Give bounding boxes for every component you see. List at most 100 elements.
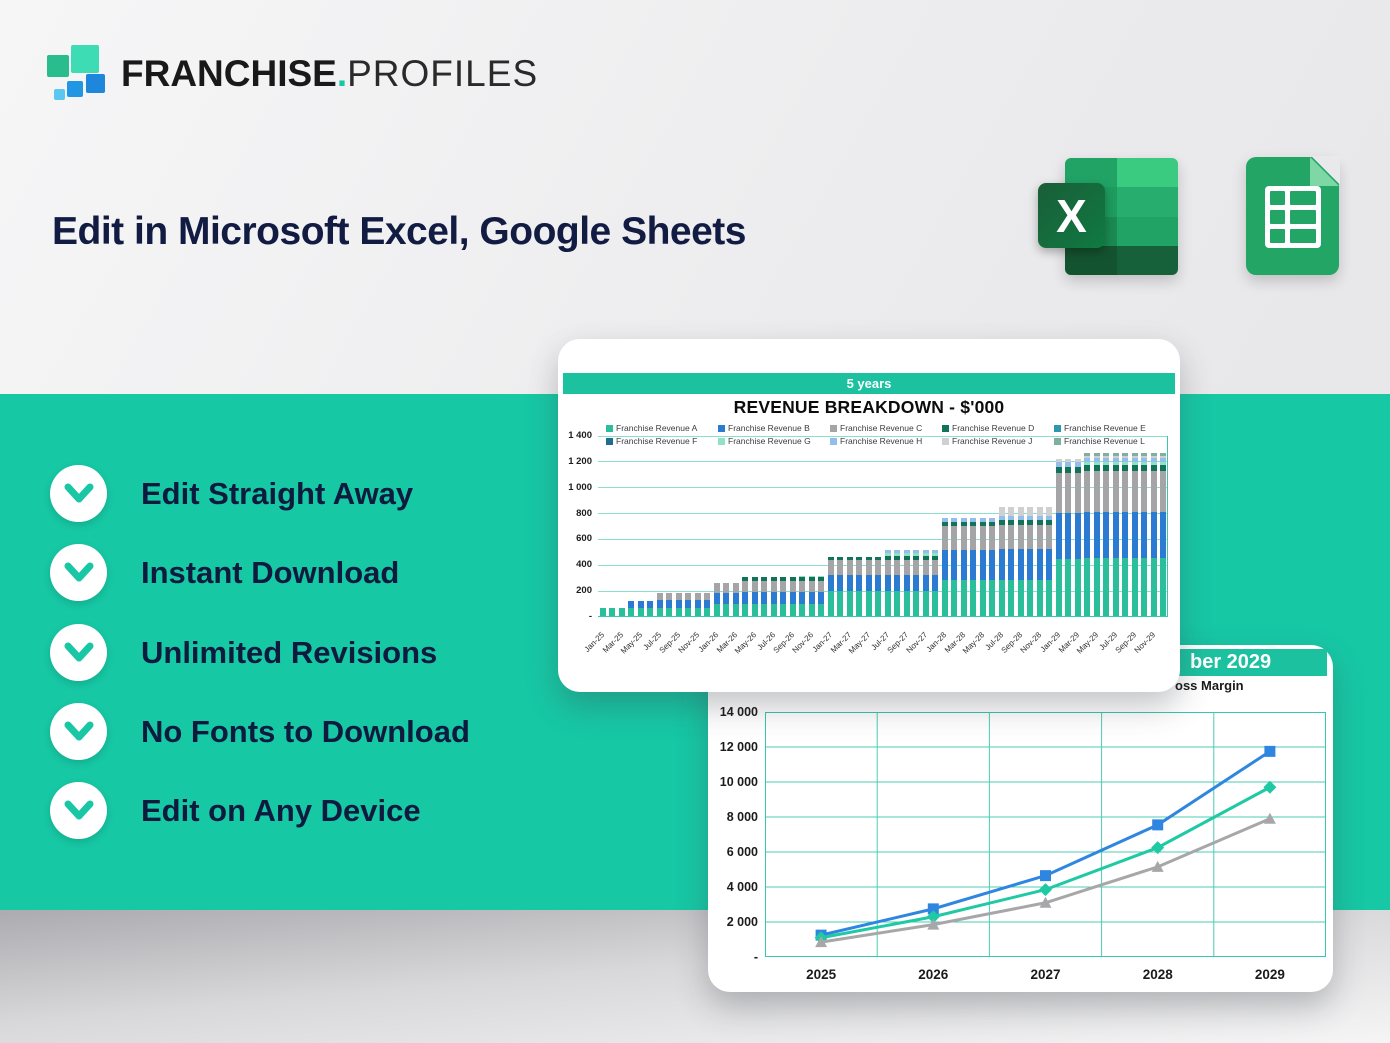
bar-segment: [1074, 466, 1081, 473]
bar-segment: [979, 518, 986, 522]
stacked-bar: [666, 593, 673, 616]
bar-segment: [1036, 520, 1043, 525]
bar-segment: [1065, 512, 1072, 560]
bar-segment: [1084, 462, 1091, 466]
stacked-bar: [618, 608, 625, 616]
stacked-bar: [780, 577, 787, 616]
bar-segment: [989, 580, 996, 616]
bar-segment: [799, 581, 806, 593]
stacked-bar: [808, 575, 815, 616]
bar-segment: [808, 577, 815, 582]
bar-segment: [1131, 465, 1138, 472]
bar-segment: [827, 590, 834, 616]
bar-segment: [1008, 520, 1015, 525]
bar-segment: [1065, 559, 1072, 616]
bar-segment: [951, 526, 958, 551]
legend-item: Franchise Revenue F: [606, 436, 718, 446]
bar-segment: [951, 580, 958, 616]
x-tick-label: 2029: [1254, 967, 1285, 982]
bar-segment: [1093, 558, 1100, 616]
bar-segment: [808, 592, 815, 604]
bar-segment: [751, 592, 758, 604]
chevron-down-icon: [64, 483, 93, 502]
stacked-bar: [1122, 453, 1129, 616]
bar-segment: [1160, 558, 1167, 616]
bar-segment: [941, 518, 948, 522]
stacked-bar: [713, 582, 720, 616]
bar-segment: [1141, 471, 1148, 512]
bar-segment: [922, 550, 929, 553]
bar-segment: [998, 516, 1005, 521]
y-tick-label: 2 000: [726, 915, 758, 929]
bar-segment: [970, 518, 977, 522]
stacked-bar: [827, 556, 834, 616]
bar-segment: [875, 574, 882, 591]
bar-segment: [1074, 462, 1081, 467]
bar-segment: [1131, 471, 1138, 512]
stacked-bar: [970, 518, 977, 616]
stacked-bar: [1027, 507, 1034, 616]
bar-segment: [1103, 462, 1110, 466]
bar-segment: [1093, 462, 1100, 466]
bar-segment: [1131, 457, 1138, 463]
bar-segment: [1112, 558, 1119, 616]
bar-segment: [960, 521, 967, 527]
bar-segment: [1017, 507, 1024, 517]
legend-item: Franchise Revenue H: [830, 436, 942, 446]
bar-segment: [1150, 511, 1157, 559]
bar-segment: [780, 577, 787, 582]
bar-segment: [837, 574, 844, 591]
bar-segment: [675, 607, 682, 616]
data-point-marker: [1039, 896, 1052, 908]
bar-segment: [1074, 559, 1081, 616]
stacked-bar: [941, 518, 948, 616]
bar-segment: [685, 600, 692, 608]
sheets-table-glyph: [1265, 186, 1321, 248]
feature-item-instant-download: Instant Download: [50, 544, 399, 601]
bar-segment: [789, 592, 796, 604]
chevron-circle: [50, 465, 107, 522]
bar-segment: [1046, 524, 1053, 550]
page-headline: Edit in Microsoft Excel, Google Sheets: [52, 210, 746, 253]
bar-segment: [1150, 558, 1157, 616]
bar-segment: [761, 581, 768, 593]
bar-segment: [903, 552, 910, 556]
x-tick-label: 2025: [806, 967, 837, 982]
brand-name-dot: .: [336, 53, 348, 94]
bar-segment: [637, 607, 644, 616]
bar-segment: [1065, 458, 1072, 463]
bar-segment: [1131, 558, 1138, 616]
bar-segment: [856, 574, 863, 591]
bar-segment: [1093, 471, 1100, 512]
logo-square-blue-center: [67, 81, 83, 97]
line-chart-card: ber 2029 oss Margin - 2 000 4 000 6 000 8 00…: [708, 645, 1333, 992]
line-chart-banner-text: ber 2029: [1190, 651, 1272, 673]
bar-segment: [1093, 455, 1100, 458]
bar-segment: [1122, 462, 1129, 466]
bar-segment: [1055, 472, 1062, 513]
chevron-down-icon: [64, 800, 93, 819]
bar-segment: [808, 581, 815, 593]
gridline: [598, 590, 1167, 592]
bar-segment: [884, 559, 891, 575]
bar-segment: [856, 559, 863, 575]
bar-segment: [1008, 516, 1015, 521]
bar-segment: [1093, 465, 1100, 472]
bar-segment: [628, 607, 635, 616]
bar-segment: [913, 555, 920, 560]
bar-segment: [1084, 453, 1091, 456]
feature-label: Instant Download: [141, 554, 400, 590]
gridline: [598, 461, 1167, 463]
legend-label: Franchise Revenue D: [952, 423, 1035, 433]
bar-segment: [1150, 462, 1157, 466]
bar-segment: [1141, 453, 1148, 456]
bar-segment: [808, 603, 815, 616]
legend-swatch: [830, 424, 837, 432]
bar-segment: [1112, 455, 1119, 458]
bar-segment: [1103, 453, 1110, 456]
bar-segment: [1131, 455, 1138, 458]
legend-label: Franchise Revenue C: [840, 423, 923, 433]
y-tick-label: 200: [576, 585, 592, 597]
bar-segment: [884, 552, 891, 556]
